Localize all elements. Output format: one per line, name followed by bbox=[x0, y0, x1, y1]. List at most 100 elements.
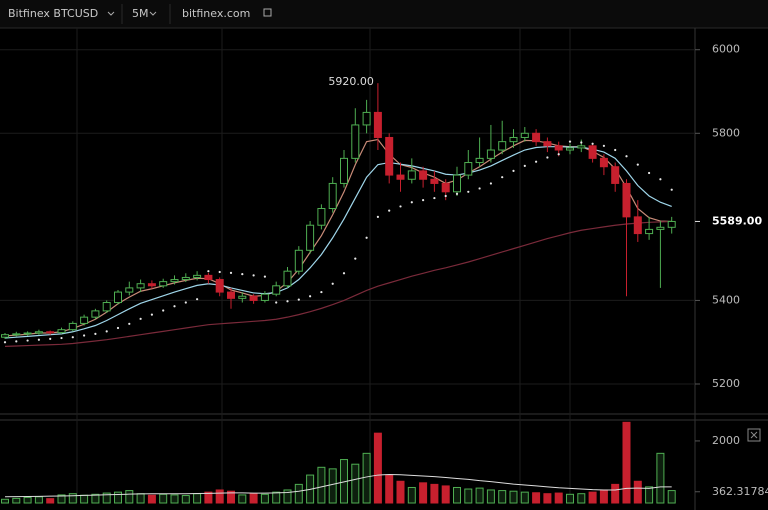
candle-body bbox=[68, 322, 77, 331]
sar-dot bbox=[478, 187, 481, 190]
volume-bar bbox=[170, 494, 179, 504]
close-icon bbox=[750, 431, 758, 439]
candle-body bbox=[91, 310, 100, 318]
candle-body bbox=[147, 283, 156, 287]
volume-bar bbox=[430, 483, 439, 504]
candle-body bbox=[588, 145, 597, 159]
volume-bar bbox=[34, 496, 43, 504]
volume-bar bbox=[633, 480, 642, 504]
volume-bar bbox=[396, 480, 405, 504]
candle-body bbox=[543, 141, 552, 147]
sar-dot bbox=[399, 205, 402, 208]
sar-dot bbox=[241, 273, 244, 276]
candle-body bbox=[373, 111, 382, 138]
sar-dot bbox=[60, 336, 63, 340]
candle-body bbox=[656, 226, 665, 230]
sar-dot bbox=[139, 317, 142, 320]
volume-bar bbox=[385, 474, 394, 504]
volume-bar bbox=[611, 483, 620, 504]
high-annotation: 5920.00 bbox=[328, 75, 374, 88]
volume-bar bbox=[125, 490, 134, 504]
volume-bar bbox=[159, 493, 168, 504]
candle-body bbox=[453, 174, 461, 193]
candle-body bbox=[667, 220, 676, 228]
sar-dot bbox=[320, 290, 323, 294]
candle-body bbox=[532, 132, 541, 143]
sar-dot bbox=[252, 274, 255, 277]
sar-dot bbox=[275, 301, 278, 304]
sar-dot bbox=[37, 338, 41, 341]
volume-bar bbox=[1, 498, 9, 504]
volume-bar bbox=[520, 491, 529, 504]
sar-dot bbox=[207, 270, 210, 273]
sar-dot bbox=[15, 340, 18, 343]
sar-dot bbox=[501, 176, 504, 179]
sar-dot bbox=[49, 337, 52, 340]
y-tick-label: 5400 bbox=[712, 293, 740, 306]
volume-bar bbox=[441, 485, 450, 504]
site-link[interactable]: bitfinex.com bbox=[182, 7, 250, 20]
candle-body bbox=[475, 157, 484, 164]
sar-dot bbox=[648, 171, 651, 175]
sar-dot bbox=[422, 199, 425, 202]
volume-bar bbox=[577, 493, 586, 504]
symbol-button[interactable]: Bitfinex BTCUSD bbox=[8, 7, 98, 20]
volume-bar bbox=[453, 486, 461, 504]
candle-body bbox=[260, 293, 269, 301]
volume-bar bbox=[102, 492, 111, 504]
sar-dot bbox=[218, 270, 221, 274]
sar-dot bbox=[297, 298, 300, 301]
sar-dot bbox=[376, 215, 379, 218]
volume-bar bbox=[328, 468, 337, 504]
volume-bar bbox=[599, 489, 608, 504]
sar-dot bbox=[455, 192, 459, 195]
volume-bar bbox=[509, 490, 518, 504]
volume-bar bbox=[373, 432, 382, 504]
volume-bar bbox=[227, 490, 235, 504]
interval-button[interactable]: 5M bbox=[132, 7, 149, 20]
volume-bar bbox=[656, 452, 665, 504]
sar-dot bbox=[602, 144, 606, 147]
sar-dot bbox=[433, 196, 436, 200]
last-price-label: 5589.00 bbox=[712, 214, 762, 227]
candle-body bbox=[407, 170, 416, 180]
sar-dot bbox=[410, 201, 413, 204]
candle-body bbox=[193, 274, 202, 278]
candle-body bbox=[396, 174, 405, 180]
volume-bar bbox=[294, 483, 303, 504]
sar-dot bbox=[309, 295, 312, 298]
volume-bar bbox=[532, 492, 541, 504]
candle-body bbox=[159, 281, 168, 287]
sar-dot bbox=[636, 163, 639, 166]
vertical-grid bbox=[76, 28, 571, 503]
sar-dot bbox=[546, 156, 549, 159]
candle-body bbox=[204, 274, 213, 281]
candle-body bbox=[102, 302, 111, 312]
volume-bar bbox=[351, 463, 360, 504]
candle-body bbox=[599, 157, 608, 168]
volume-bar bbox=[80, 494, 89, 504]
volume-ma-line bbox=[4, 473, 672, 498]
candle-body bbox=[385, 136, 394, 176]
y-tick-label: 5200 bbox=[712, 377, 740, 390]
candle-body bbox=[227, 291, 235, 299]
sar-dot bbox=[229, 271, 233, 274]
external-icon bbox=[263, 8, 272, 17]
candle-body bbox=[362, 111, 371, 126]
close-button[interactable] bbox=[747, 428, 761, 442]
sar-dot bbox=[591, 142, 594, 145]
volume-bar bbox=[419, 482, 428, 504]
candle-body bbox=[170, 279, 179, 283]
candle-body bbox=[509, 136, 518, 143]
volume-bar bbox=[193, 493, 202, 504]
candle-body bbox=[136, 283, 145, 289]
candle-body bbox=[441, 182, 450, 193]
volume-bar bbox=[260, 493, 269, 504]
candle-body bbox=[1, 334, 9, 338]
sar-dot bbox=[184, 301, 187, 304]
volume-bar bbox=[46, 498, 55, 504]
candle-body bbox=[215, 279, 224, 293]
candle-body bbox=[317, 208, 326, 226]
